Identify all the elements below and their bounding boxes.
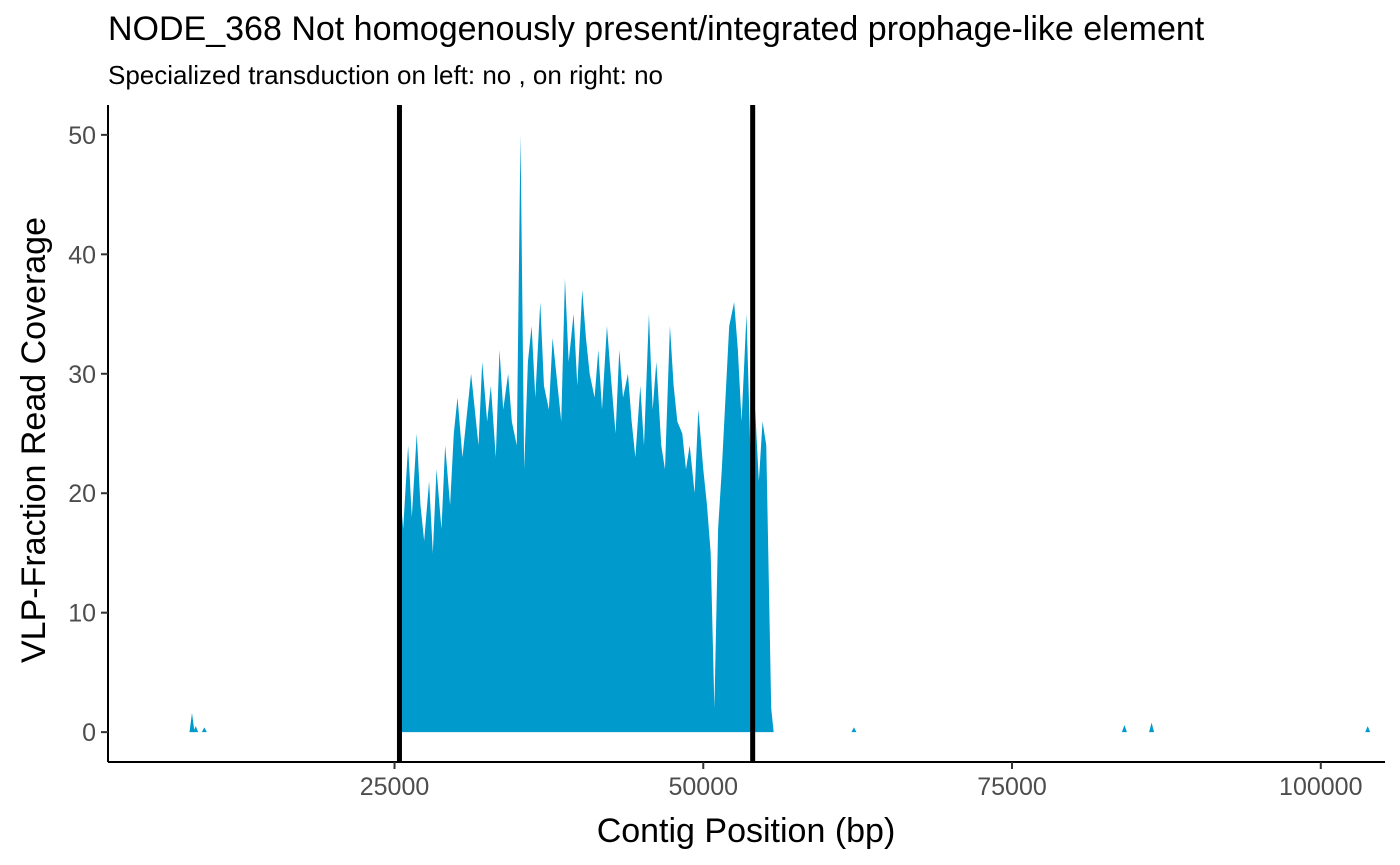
y-tick-label: 10 <box>68 600 96 628</box>
axes-layer: 0 10 20 30 40 50 25000 50000 75000 100000 <box>68 105 1385 801</box>
coverage-spike <box>851 727 857 733</box>
y-tick-label: 20 <box>68 480 96 508</box>
coverage-spike <box>1121 724 1127 733</box>
x-axis-title: Contig Position (bp) <box>597 812 896 850</box>
y-tick-label: 50 <box>68 122 96 150</box>
y-axis-title: VLP-Fraction Read Coverage <box>15 217 53 663</box>
boundary-lines-layer <box>396 105 756 762</box>
x-tick-label: 25000 <box>360 773 430 801</box>
x-tick-label: 75000 <box>977 773 1047 801</box>
chart-title: NODE_368 Not homogenously present/integr… <box>108 10 1205 48</box>
coverage-spike <box>1365 726 1371 733</box>
coverage-area <box>399 134 774 733</box>
y-tick-label: 40 <box>68 241 96 269</box>
coverage-spike <box>189 713 195 733</box>
y-tick-label: 0 <box>82 719 96 747</box>
coverage-area-layer <box>189 134 1371 733</box>
coverage-spike <box>201 727 207 733</box>
x-tick-label: 100000 <box>1279 773 1362 801</box>
coverage-spike <box>1149 722 1155 733</box>
y-tick-label: 30 <box>68 361 96 389</box>
x-tick-label: 50000 <box>669 773 739 801</box>
coverage-spike <box>193 726 199 733</box>
chart-subtitle: Specialized transduction on left: no , o… <box>108 60 664 90</box>
